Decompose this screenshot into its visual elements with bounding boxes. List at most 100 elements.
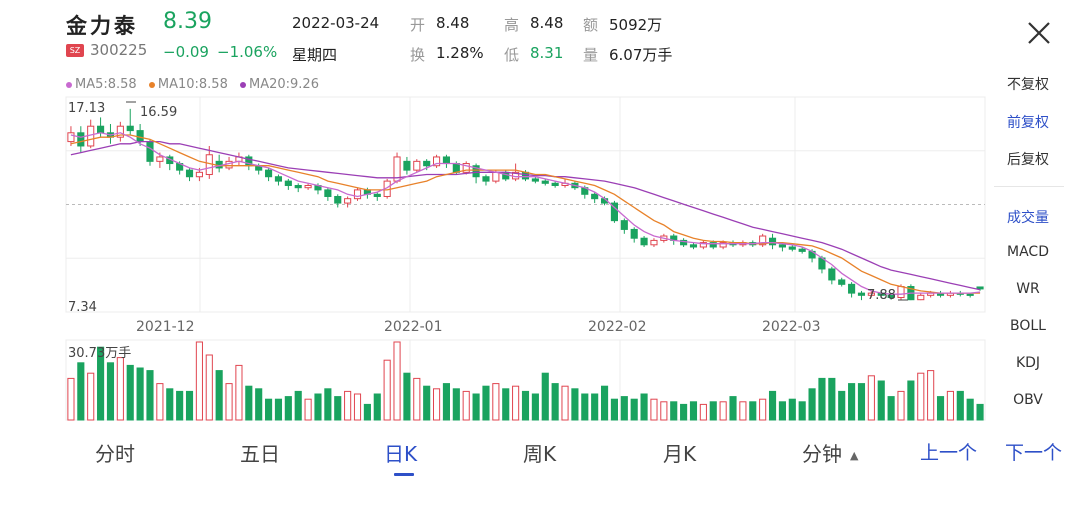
volume-label: 量	[583, 46, 599, 64]
x-label-0: 2021-12	[136, 319, 195, 335]
kline-chart[interactable]: 17.13 7.34 16.59 7.88 2021-12 2022-01 20…	[0, 0, 990, 430]
candle-body	[848, 283, 856, 294]
volume-bar	[423, 385, 431, 421]
volume-bar	[798, 401, 806, 421]
volume-bar	[472, 393, 480, 421]
ma-lines-layer	[70, 132, 981, 295]
price-change: −0.09	[163, 43, 209, 61]
candle-body	[274, 176, 283, 182]
indicator-wr[interactable]: WR	[1016, 281, 1040, 297]
indicator-boll[interactable]: BOLL	[1010, 318, 1046, 334]
volume-bar	[927, 370, 935, 421]
close-icon[interactable]	[1024, 18, 1054, 48]
ma5-legend: MA5:8.58	[66, 77, 137, 92]
volume-bar	[195, 341, 203, 421]
indicator-volume[interactable]: 成交量	[1007, 210, 1049, 226]
market-badge: SZ	[66, 44, 84, 57]
volume-bar	[274, 398, 283, 421]
candle-body	[551, 182, 559, 187]
volume-bar	[413, 377, 421, 421]
volume-bar	[857, 383, 866, 421]
y-min-label: 7.34	[68, 300, 97, 315]
open-label: 开	[410, 16, 426, 34]
indicator-macd[interactable]: MACD	[1007, 244, 1049, 260]
open-value: 8.48	[436, 14, 470, 32]
ma-legend: MA5:8.58 MA10:8.58 MA20:9.26	[66, 77, 327, 92]
volume-bar	[956, 390, 964, 421]
y-max-label: 17.13	[68, 101, 105, 116]
volume-bar	[531, 393, 539, 421]
next-stock-button[interactable]: 下一个	[1005, 442, 1063, 464]
turnover-label: 换	[410, 46, 426, 64]
volume-bar	[166, 388, 174, 421]
candles-layer	[67, 108, 984, 301]
quote-weekday: 星期四	[292, 46, 338, 64]
stock-code: 300225	[90, 41, 148, 59]
candle-body	[541, 180, 549, 184]
no-adjust-option[interactable]: 不复权	[1007, 77, 1049, 93]
tab-five-day[interactable]: 五日	[240, 442, 280, 466]
candle-body	[492, 171, 500, 182]
candle-body	[482, 176, 490, 182]
candle-body	[640, 237, 648, 246]
right-panel-divider	[994, 186, 1064, 187]
candle-body	[442, 156, 451, 165]
tab-weekly-k[interactable]: 周K	[523, 442, 557, 466]
candle-body	[828, 268, 836, 281]
candle-body	[205, 154, 213, 176]
prev-stock-button[interactable]: 上一个	[920, 442, 978, 464]
candle-body	[759, 235, 767, 246]
volume-bar	[610, 398, 618, 421]
candle-body	[709, 242, 717, 248]
volume-bar	[156, 383, 164, 421]
backward-adjust-option[interactable]: 后复权	[1007, 152, 1049, 168]
volume-bar	[284, 396, 292, 421]
volume-bar	[245, 385, 253, 421]
quote-date: 2022-03-24	[292, 14, 380, 32]
candle-body	[610, 202, 618, 222]
candle-body	[433, 156, 441, 167]
stock-name: 金力泰	[66, 14, 138, 38]
volume-bar	[205, 354, 213, 421]
volume-bar	[185, 390, 194, 421]
volume-bar	[719, 401, 727, 421]
candle-body	[324, 189, 332, 197]
volume-bar	[314, 393, 322, 421]
candle-body	[857, 292, 866, 296]
volume-bar	[680, 403, 688, 421]
candle-body	[472, 165, 480, 178]
volume-bar	[966, 398, 974, 421]
volume-bar	[640, 393, 648, 421]
quote-header: 金力泰 8.39 SZ 300225 −0.09 −1.06% 2022-03-…	[0, 0, 1080, 72]
volume-bar	[917, 372, 925, 421]
volume-bar	[561, 385, 569, 421]
x-label-1: 2022-01	[384, 319, 443, 335]
volume-bar	[749, 401, 757, 421]
volume-bar	[106, 362, 115, 421]
indicator-kdj[interactable]: KDJ	[1015, 355, 1041, 371]
volume-bar	[907, 380, 915, 421]
tab-intraday[interactable]: 分时	[95, 442, 135, 466]
candle-body	[265, 169, 273, 178]
volume-bar	[353, 393, 362, 421]
indicator-obv[interactable]: OBV	[1013, 392, 1043, 408]
tab-daily-k[interactable]: 日K	[384, 442, 418, 466]
volume-bar	[265, 398, 273, 421]
volume-bar	[808, 388, 816, 421]
candle-body	[77, 132, 85, 147]
volume-bar	[818, 377, 826, 421]
active-tab-indicator	[394, 473, 414, 476]
tab-monthly-k[interactable]: 月K	[663, 442, 697, 466]
forward-adjust-option[interactable]: 前复权	[1007, 115, 1049, 131]
volume-bar	[334, 396, 342, 421]
volume-bar	[462, 390, 470, 421]
volume-bar	[225, 383, 233, 421]
volume-bar	[502, 388, 510, 421]
volume-bar	[324, 388, 332, 421]
candle-body	[719, 242, 727, 248]
volume-bar	[848, 383, 856, 421]
volume-bar	[838, 390, 846, 421]
volume-bar	[976, 403, 984, 421]
volume-bar	[433, 388, 441, 421]
tab-minute[interactable]: 分钟 ▲	[802, 438, 858, 467]
